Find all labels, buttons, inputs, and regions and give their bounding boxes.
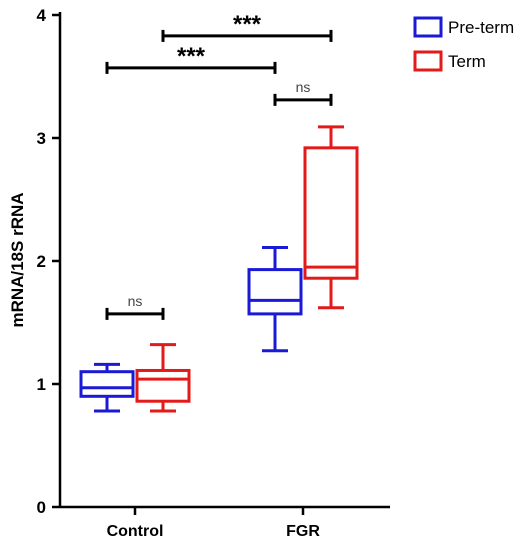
legend-item-term: Term xyxy=(413,50,486,72)
box-term-control xyxy=(135,343,191,413)
significance-bracket: *** xyxy=(161,11,333,42)
y-tick-label: 0 xyxy=(37,498,46,517)
box-pre-term-control xyxy=(79,362,135,413)
legend-label: Pre-term xyxy=(448,18,514,37)
box-term-fgr xyxy=(303,125,359,310)
y-tick-label: 3 xyxy=(37,129,46,148)
legend-item-pre-term: Pre-term xyxy=(413,16,514,38)
y-tick-label: 1 xyxy=(37,375,46,394)
significance-bracket: ns xyxy=(273,79,333,106)
iqr-box xyxy=(135,368,191,403)
x-ticks: Control FGR xyxy=(107,507,320,540)
legend: Pre-term Term xyxy=(413,16,514,72)
axes xyxy=(58,12,390,509)
x-tick-label: FGR xyxy=(286,523,320,540)
significance-label: ns xyxy=(296,79,311,95)
significance-bracket: *** xyxy=(105,43,277,74)
boxes xyxy=(79,125,359,413)
y-tick-label: 2 xyxy=(37,252,46,271)
significance-bracket: ns xyxy=(105,293,165,320)
significance-brackets: ns *** ns *** xyxy=(105,11,333,320)
legend-swatch xyxy=(413,16,443,38)
y-axis-title: mRNA/18S rRNA xyxy=(8,192,27,327)
iqr-box xyxy=(79,370,135,398)
x-tick-label: Control xyxy=(107,523,164,540)
significance-label: ns xyxy=(128,293,143,309)
significance-label: *** xyxy=(233,11,262,38)
iqr-box xyxy=(303,146,359,280)
significance-label: *** xyxy=(177,43,206,70)
iqr-box xyxy=(247,268,303,316)
legend-swatch xyxy=(413,50,443,72)
y-ticks: 0 1 2 3 4 xyxy=(37,6,60,517)
box-pre-term-fgr xyxy=(247,245,303,353)
legend-label: Term xyxy=(448,52,486,71)
y-tick-label: 4 xyxy=(37,6,47,25)
